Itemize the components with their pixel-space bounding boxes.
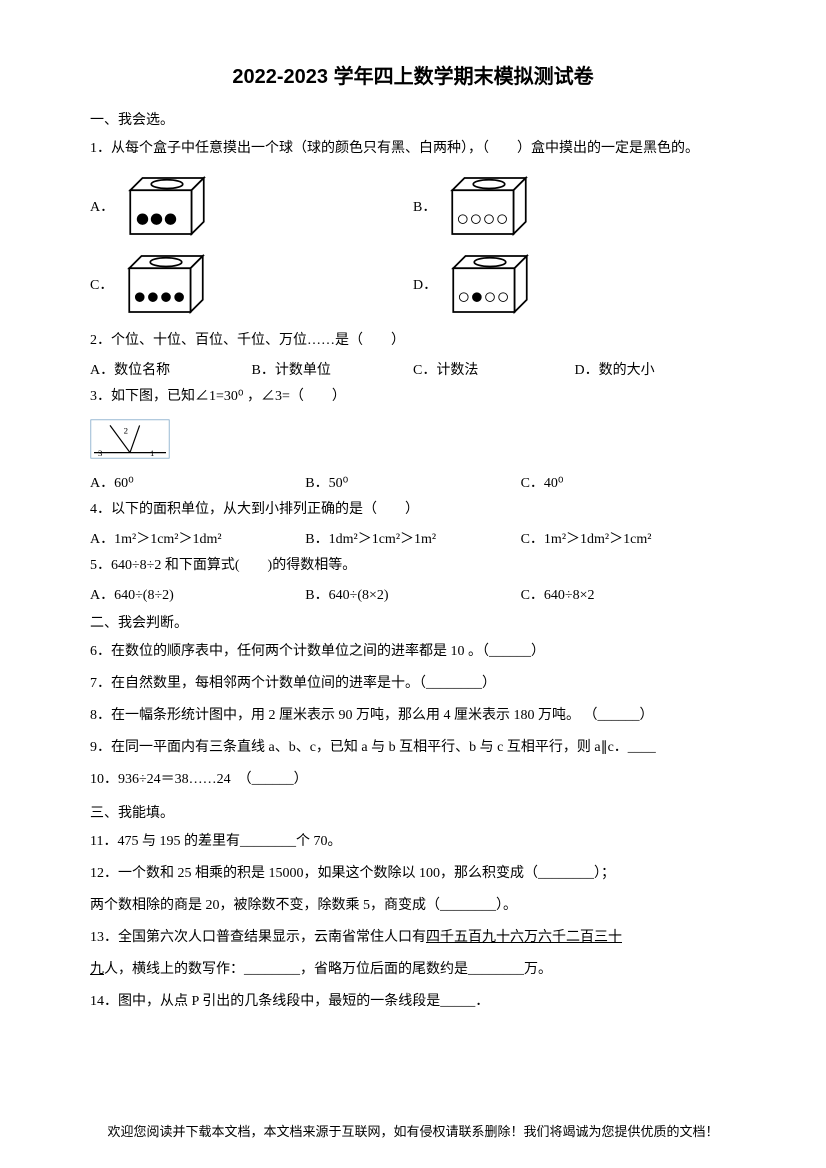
question-4-options: A．1m²＞1cm²＞1dm² B．1dm²＞1cm²＞1m² C．1m²＞1d… <box>90 528 736 548</box>
question-5-options: A．640÷(8÷2) B．640÷(8×2) C．640÷8×2 <box>90 584 736 604</box>
q3-opt-a: A．60⁰ <box>90 472 305 492</box>
question-4-text: 4．以下的面积单位，从大到小排列正确的是（ ） <box>90 496 736 524</box>
question-5-text: 5．640÷8÷2 和下面算式( )的得数相等。 <box>90 552 736 580</box>
question-14: 14．图中，从点 P 引出的几条线段中，最短的一条线段是_____． <box>90 988 736 1016</box>
box-icon-b <box>444 171 534 241</box>
q2-opt-c: C．计数法 <box>413 359 575 379</box>
box-icon-c <box>121 249 211 319</box>
question-1-text: 1．从每个盒子中任意摸出一个球（球的颜色只有黑、白两种），（ ）盒中摸出的一定是… <box>90 135 736 163</box>
section-1-header: 一、我会选。 <box>90 109 736 129</box>
svg-text:1: 1 <box>150 448 154 458</box>
question-7: 7．在自然数里，每相邻两个计数单位间的进率是十。（________） <box>90 670 736 698</box>
question-13-line1: 13．全国第六次人口普查结果显示，云南省常住人口有四千五百九十六万六千二百三十 <box>90 924 736 952</box>
q5-opt-a: A．640÷(8÷2) <box>90 584 305 604</box>
q3-opt-c: C．40⁰ <box>521 472 736 492</box>
question-13-line2: 九人，横线上的数写作：________，省略万位后面的尾数约是________万… <box>90 956 736 984</box>
section-3-header: 三、我能填。 <box>90 802 736 822</box>
page-title: 2022-2023 学年四上数学期末模拟测试卷 <box>90 60 736 89</box>
angle-figure-icon: 3 2 1 <box>90 419 170 459</box>
question-8: 8．在一幅条形统计图中，用 2 厘米表示 90 万吨，那么用 4 厘米表示 18… <box>90 702 736 730</box>
svg-text:3: 3 <box>98 448 103 458</box>
question-12-line1: 12．一个数和 25 相乘的积是 15000，如果这个数除以 100，那么积变成… <box>90 860 736 888</box>
box-icon-a <box>122 171 212 241</box>
q1-opt-a-label: A． <box>90 196 114 216</box>
svg-text:2: 2 <box>124 425 128 435</box>
question-12-line2: 两个数相除的商是 20，被除数不变，除数乘 5，商变成（________）。 <box>90 892 736 920</box>
q1-opt-b-label: B． <box>413 196 436 216</box>
question-9: 9．在同一平面内有三条直线 a、b、c，已知 a 与 b 互相平行、b 与 c … <box>90 734 736 762</box>
q2-opt-d: D．数的大小 <box>575 359 737 379</box>
question-6: 6．在数位的顺序表中，任何两个计数单位之间的进率都是 10 。（______） <box>90 638 736 666</box>
q5-opt-b: B．640÷(8×2) <box>305 584 520 604</box>
question-2-options: A．数位名称 B．计数单位 C．计数法 D．数的大小 <box>90 359 736 379</box>
q2-opt-b: B．计数单位 <box>252 359 414 379</box>
section-2-header: 二、我会判断。 <box>90 612 736 632</box>
q4-opt-b: B．1dm²＞1cm²＞1m² <box>305 528 520 548</box>
q4-opt-c: C．1m²＞1dm²＞1cm² <box>521 528 736 548</box>
q3-opt-b: B．50⁰ <box>305 472 520 492</box>
question-3-text: 3．如下图，已知∠1=30⁰ ，∠3=（ ） <box>90 383 736 411</box>
question-3-options: A．60⁰ B．50⁰ C．40⁰ <box>90 472 736 492</box>
q1-opt-c-label: C． <box>90 274 113 294</box>
q5-opt-c: C．640÷8×2 <box>521 584 736 604</box>
box-icon-d <box>445 249 535 319</box>
question-11: 11．475 与 195 的差里有________个 70。 <box>90 828 736 856</box>
question-2-text: 2．个位、十位、百位、千位、万位……是（ ） <box>90 327 736 355</box>
question-10: 10．936÷24＝38……24 （______） <box>90 766 736 794</box>
question-1-options: A． B． <box>90 171 736 319</box>
page-footer: 欢迎您阅读并下载本文档，本文档来源于互联网，如有侵权请联系删除！我们将竭诚为您提… <box>0 1121 826 1140</box>
q2-opt-a: A．数位名称 <box>90 359 252 379</box>
q1-opt-d-label: D． <box>413 274 437 294</box>
q4-opt-a: A．1m²＞1cm²＞1dm² <box>90 528 305 548</box>
